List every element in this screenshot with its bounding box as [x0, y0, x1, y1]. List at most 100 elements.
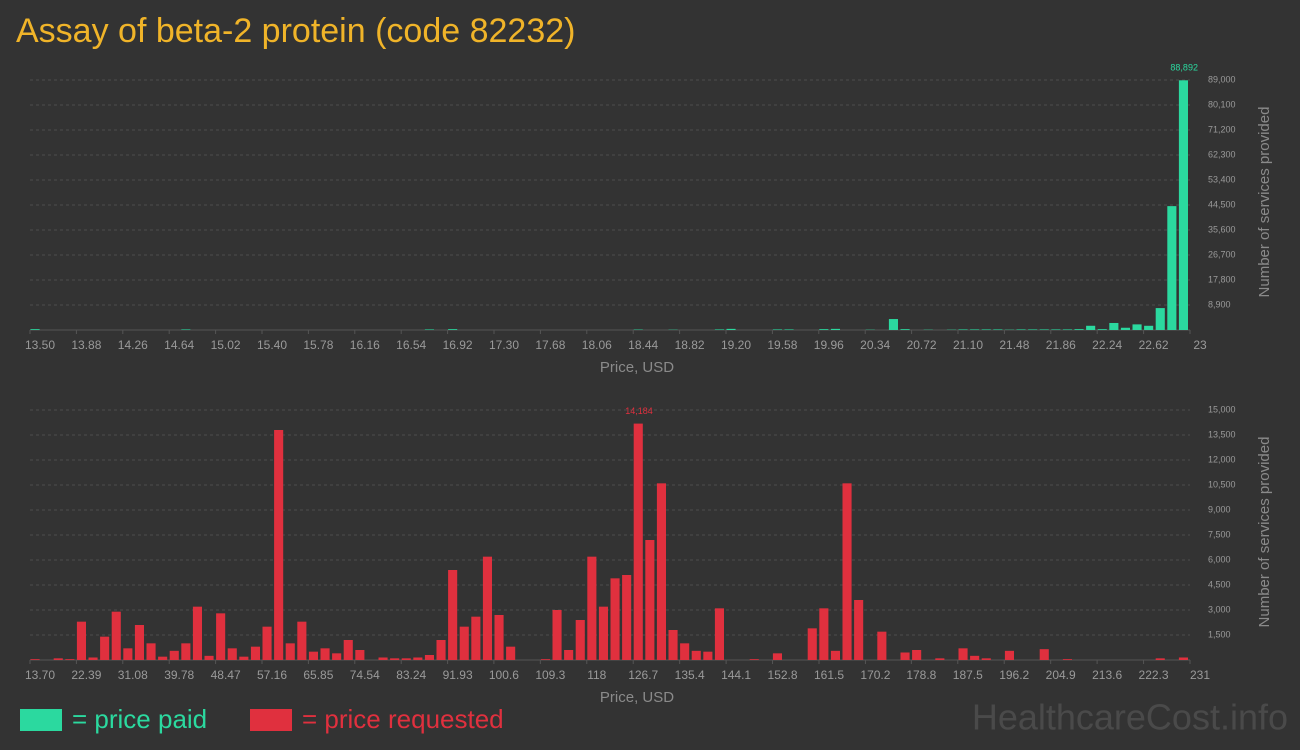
- bar: [1039, 329, 1049, 330]
- y-tick-label: 80,100: [1208, 99, 1236, 109]
- bar: [633, 423, 643, 660]
- y-tick-label: 53,400: [1208, 174, 1236, 184]
- bar: [88, 657, 98, 660]
- bar: [1086, 325, 1096, 330]
- x-axis-title: Price, USD: [600, 359, 674, 376]
- bar: [216, 613, 226, 660]
- bar: [448, 570, 458, 660]
- bar: [30, 329, 40, 330]
- bar: [320, 648, 330, 660]
- x-tick-label: 15.02: [211, 338, 241, 352]
- x-tick-label: 231: [1190, 668, 1210, 682]
- bar: [1062, 329, 1072, 330]
- bar: [1028, 329, 1038, 330]
- y-tick-label: 71,200: [1208, 124, 1236, 134]
- x-tick-label: 15.40: [257, 338, 287, 352]
- bar: [1109, 322, 1119, 330]
- bar: [668, 630, 678, 660]
- y-tick-label: 4,500: [1208, 579, 1231, 589]
- y-tick-label: 7,500: [1208, 529, 1231, 539]
- x-tick-label: 18.44: [628, 338, 658, 352]
- x-tick-label: 170.2: [860, 668, 890, 682]
- bar: [540, 659, 550, 660]
- bar: [53, 658, 63, 660]
- x-tick-label: 14.64: [164, 338, 194, 352]
- bar: [448, 329, 458, 330]
- legend-swatch: [20, 709, 62, 731]
- x-tick-label: 178.8: [906, 668, 936, 682]
- bar: [459, 626, 469, 660]
- bar: [842, 483, 852, 660]
- bar: [958, 329, 968, 330]
- x-tick-label: 18.06: [582, 338, 612, 352]
- y-tick-label: 13,500: [1208, 429, 1236, 439]
- bar: [888, 319, 898, 330]
- bar: [784, 329, 794, 330]
- legend-label: = price requested: [302, 704, 504, 734]
- x-tick-label: 13.70: [25, 668, 55, 682]
- x-tick-label: 65.85: [303, 668, 333, 682]
- bar: [1155, 658, 1165, 660]
- bar: [1039, 649, 1049, 660]
- legend-swatch: [250, 709, 292, 731]
- bar: [401, 658, 411, 660]
- y-axis-title: Number of services provided: [1256, 437, 1273, 628]
- bar: [970, 655, 980, 660]
- bar: [970, 329, 980, 330]
- bar: [262, 626, 272, 660]
- bar: [1155, 308, 1165, 330]
- bar: [181, 329, 191, 330]
- x-tick-label: 19.20: [721, 338, 751, 352]
- bar: [981, 329, 991, 330]
- y-tick-label: 10,500: [1208, 479, 1236, 489]
- x-tick-label: 17.68: [535, 338, 565, 352]
- x-tick-label: 13.88: [71, 338, 101, 352]
- x-tick-label: 23: [1193, 338, 1207, 352]
- bar: [772, 653, 782, 660]
- bar: [575, 620, 585, 660]
- bar: [204, 655, 214, 660]
- bar: [308, 651, 318, 660]
- bar: [830, 328, 840, 330]
- y-tick-label: 35,600: [1208, 224, 1236, 234]
- watermark: HealthcareCost.info: [972, 697, 1288, 738]
- bar: [297, 621, 307, 660]
- bar: [622, 575, 632, 660]
- x-tick-label: 204.9: [1046, 668, 1076, 682]
- value-label: 88,892: [1170, 63, 1198, 73]
- bar: [1178, 80, 1188, 330]
- x-tick-label: 126.7: [628, 668, 658, 682]
- bar: [146, 643, 156, 660]
- bar: [123, 648, 133, 660]
- bar: [494, 615, 504, 660]
- bar: [1004, 650, 1014, 660]
- x-tick-label: 100.6: [489, 668, 519, 682]
- bar: [506, 646, 516, 660]
- x-tick-label: 18.82: [675, 338, 705, 352]
- x-tick-label: 31.08: [118, 668, 148, 682]
- bar: [390, 658, 400, 660]
- x-tick-label: 16.92: [443, 338, 473, 352]
- bar: [413, 657, 423, 660]
- x-tick-label: 16.16: [350, 338, 380, 352]
- x-tick-label: 74.54: [350, 668, 380, 682]
- x-tick-label: 187.5: [953, 668, 983, 682]
- x-tick-label: 144.1: [721, 668, 751, 682]
- x-axis-title: Price, USD: [600, 689, 674, 706]
- bar: [610, 578, 620, 660]
- bar: [1074, 329, 1084, 330]
- x-tick-label: 20.34: [860, 338, 890, 352]
- bar: [158, 656, 168, 660]
- x-tick-label: 222.3: [1139, 668, 1169, 682]
- x-tick-label: 14.26: [118, 338, 148, 352]
- bar: [1178, 657, 1188, 660]
- bar: [1016, 329, 1026, 330]
- x-tick-label: 21.86: [1046, 338, 1076, 352]
- bar: [192, 606, 202, 660]
- bar: [285, 643, 295, 660]
- x-tick-label: 109.3: [535, 668, 565, 682]
- bar: [111, 611, 121, 660]
- x-tick-label: 21.48: [999, 338, 1029, 352]
- bar: [227, 648, 237, 660]
